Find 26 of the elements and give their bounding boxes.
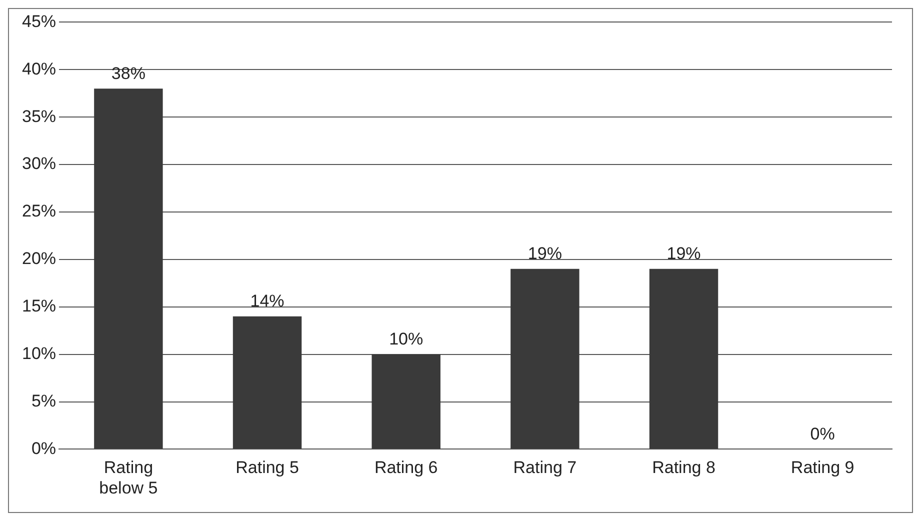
y-tick-label: 20% (22, 249, 56, 268)
y-tick-label: 40% (22, 59, 56, 78)
x-tick-label: Rating 7 (513, 458, 577, 478)
x-tick-label: Rating 9 (790, 458, 854, 478)
x-tick-label: Rating below 5 (99, 458, 158, 498)
y-tick-label: 45% (22, 12, 56, 31)
y-tick-label: 30% (22, 154, 56, 174)
data-label: 0% (810, 424, 835, 444)
x-tick-label: Rating 6 (374, 458, 438, 478)
bar (94, 88, 163, 449)
data-label: 19% (666, 244, 701, 264)
y-tick-label: 0% (31, 438, 56, 458)
bar (232, 316, 302, 449)
bar (510, 268, 580, 449)
data-label: 19% (528, 244, 562, 264)
x-tick-label: Rating 8 (652, 458, 716, 478)
x-tick-label: Rating 5 (236, 458, 299, 478)
bar (649, 268, 718, 449)
data-label: 14% (250, 292, 284, 311)
y-tick-label: 15% (22, 296, 56, 316)
y-tick-label: 5% (31, 391, 56, 410)
y-tick-label: 25% (22, 202, 56, 221)
y-tick-label: 10% (22, 344, 56, 363)
data-label: 10% (389, 330, 424, 348)
y-tick-label: 35% (22, 106, 56, 126)
bar (372, 354, 440, 449)
